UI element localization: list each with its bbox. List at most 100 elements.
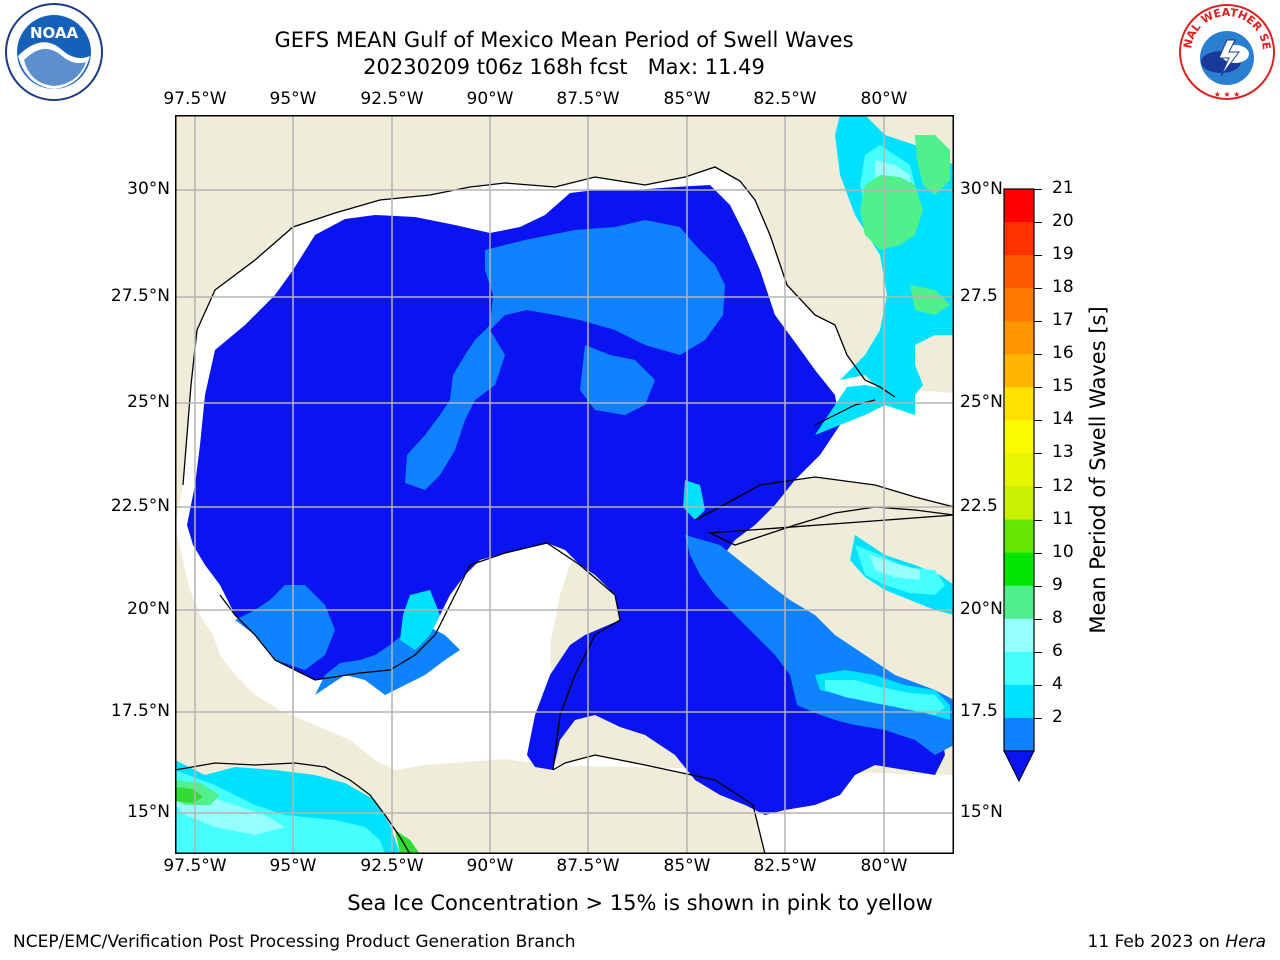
lon-label-top: 87.5°W xyxy=(556,89,620,109)
noaa-logo: NOAA xyxy=(5,3,103,101)
lat-label-left: 30°N xyxy=(127,179,170,199)
colorbar-swatch xyxy=(1004,420,1034,454)
title-line1: GEFS MEAN Gulf of Mexico Mean Period of … xyxy=(274,28,854,52)
lon-label-top: 97.5°W xyxy=(163,89,227,109)
lat-label-left: 27.5°N xyxy=(110,286,170,306)
colorbar-swatch xyxy=(1004,354,1034,388)
lat-label-left: 17.5°N xyxy=(110,701,170,721)
colorbar-tick-label: 12 xyxy=(1052,475,1074,496)
colorbar-tick-mark xyxy=(1034,420,1042,422)
lat-label-left: 22.5°N xyxy=(110,496,170,516)
colorbar-tick-mark xyxy=(1034,387,1042,389)
lon-label-bottom: 95°W xyxy=(269,856,317,876)
colorbar-swatch xyxy=(1004,222,1034,256)
colorbar-tick-mark xyxy=(1034,189,1042,190)
coastline-gulf xyxy=(182,166,896,486)
colorbar-tick-label: 13 xyxy=(1052,442,1074,463)
svg-text:★ ★ ★: ★ ★ ★ xyxy=(1214,90,1241,99)
coastline-yucatan xyxy=(219,542,621,771)
colorbar-swatch xyxy=(1004,651,1034,686)
colorbar-tick-mark xyxy=(1034,684,1042,686)
colorbar-swatch xyxy=(1004,585,1034,620)
colorbar-label: Mean Period of Swell Waves [s] xyxy=(1086,306,1110,634)
map-panel xyxy=(175,115,954,854)
colorbar-swatch xyxy=(1004,387,1034,421)
lon-label-top: 95°W xyxy=(269,89,317,109)
colorbar-tick-mark xyxy=(1034,552,1042,554)
colorbar-swatch xyxy=(1004,552,1034,587)
colorbar-swatch xyxy=(1004,453,1034,488)
lon-label-bottom: 82.5°W xyxy=(753,856,817,876)
shade-band-4-6s xyxy=(235,220,954,755)
colorbar-tick-mark xyxy=(1034,519,1042,521)
colorbar-tick-label: 21 xyxy=(1052,178,1074,198)
colorbar-tick-label: 9 xyxy=(1052,574,1063,595)
lat-label-right: 22.5 xyxy=(960,496,998,516)
shade-band-10-11s xyxy=(175,135,950,805)
footer-host: Hera xyxy=(1225,932,1266,952)
lon-label-top: 90°W xyxy=(466,89,514,109)
lon-label-top: 82.5°W xyxy=(753,89,817,109)
colorbar-tick-mark xyxy=(1034,255,1042,257)
colorbar-tick-label: 20 xyxy=(1052,211,1074,232)
colorbar-swatch xyxy=(1004,321,1034,355)
lat-label-right: 30°N xyxy=(960,179,1003,199)
lon-label-bottom: 97.5°W xyxy=(163,856,227,876)
colorbar-tick-mark xyxy=(1034,717,1042,719)
lon-label-top: 80°W xyxy=(860,89,908,109)
colorbar-tick-label: 18 xyxy=(1052,277,1074,298)
lon-label-bottom: 85°W xyxy=(663,856,711,876)
colorbar-swatch xyxy=(1004,519,1034,554)
lat-label-right: 20°N xyxy=(960,599,1003,619)
lon-label-bottom: 90°W xyxy=(466,856,514,876)
lat-label-left: 20°N xyxy=(127,599,170,619)
lat-label-right: 15°N xyxy=(960,802,1003,822)
colorbar-swatch xyxy=(1004,486,1034,521)
lon-label-bottom: 80°W xyxy=(860,856,908,876)
colorbar-tick-mark xyxy=(1034,453,1042,455)
noaa-logo-text: NOAA xyxy=(30,24,79,42)
colorbar-swatch xyxy=(1004,255,1034,289)
colorbar-swatch xyxy=(1004,717,1034,752)
colorbar-swatch xyxy=(1004,288,1034,322)
colorbar-tick-label: 10 xyxy=(1052,541,1074,562)
colorbar-tick-mark xyxy=(1034,486,1042,488)
colorbar-tick-label: 17 xyxy=(1052,310,1074,331)
colorbar-swatch xyxy=(1004,189,1034,223)
colorbar-swatch xyxy=(1004,618,1034,653)
colorbar-tick-label: 8 xyxy=(1052,607,1063,628)
colorbar-tick-label: 2 xyxy=(1052,706,1063,727)
colorbar-extend-min xyxy=(1003,750,1035,783)
colorbar-border xyxy=(1003,188,1035,752)
colorbar-tick-mark xyxy=(1034,651,1042,653)
lat-label-left: 25°N xyxy=(127,392,170,412)
footer-date: 11 Feb 2023 on Hera xyxy=(1088,932,1266,952)
colorbar-swatch xyxy=(1004,684,1034,719)
colorbar-tick-label: 4 xyxy=(1052,673,1063,694)
lat-label-left: 15°N xyxy=(127,802,170,822)
colorbar-tick-label: 16 xyxy=(1052,343,1074,364)
map-border xyxy=(175,115,954,854)
lon-label-top: 92.5°W xyxy=(360,89,424,109)
lat-label-right: 25°N xyxy=(960,392,1003,412)
colorbar-tick-mark xyxy=(1034,618,1042,620)
lat-label-right: 27.5 xyxy=(960,286,998,306)
colorbar-tick-label: 19 xyxy=(1052,244,1074,265)
lon-label-bottom: 87.5°W xyxy=(556,856,620,876)
colorbar-tick-label: 6 xyxy=(1052,640,1063,661)
colorbar-tick-mark xyxy=(1034,354,1042,356)
lat-label-right: 17.5 xyxy=(960,701,998,721)
footer-branch: NCEP/EMC/Verification Post Processing Pr… xyxy=(13,932,576,952)
sea-ice-note: Sea Ice Concentration > 15% is shown in … xyxy=(347,891,933,915)
lon-label-top: 85°W xyxy=(663,89,711,109)
lon-label-bottom: 92.5°W xyxy=(360,856,424,876)
colorbar-tick-label: 14 xyxy=(1052,409,1074,430)
colorbar xyxy=(1003,188,1035,783)
colorbar-tick-mark xyxy=(1034,222,1042,224)
footer-date-text: 11 Feb 2023 on xyxy=(1087,932,1226,952)
title-line2: 20230209 t06z 168h fcst Max: 11.49 xyxy=(363,55,765,79)
nws-logo: NATIONAL WEATHER SERVICE ★ ★ ★ xyxy=(1177,2,1275,100)
colorbar-tick-label: 15 xyxy=(1052,376,1074,397)
colorbar-tick-label: 11 xyxy=(1052,508,1074,529)
colorbar-tick-mark xyxy=(1034,288,1042,290)
